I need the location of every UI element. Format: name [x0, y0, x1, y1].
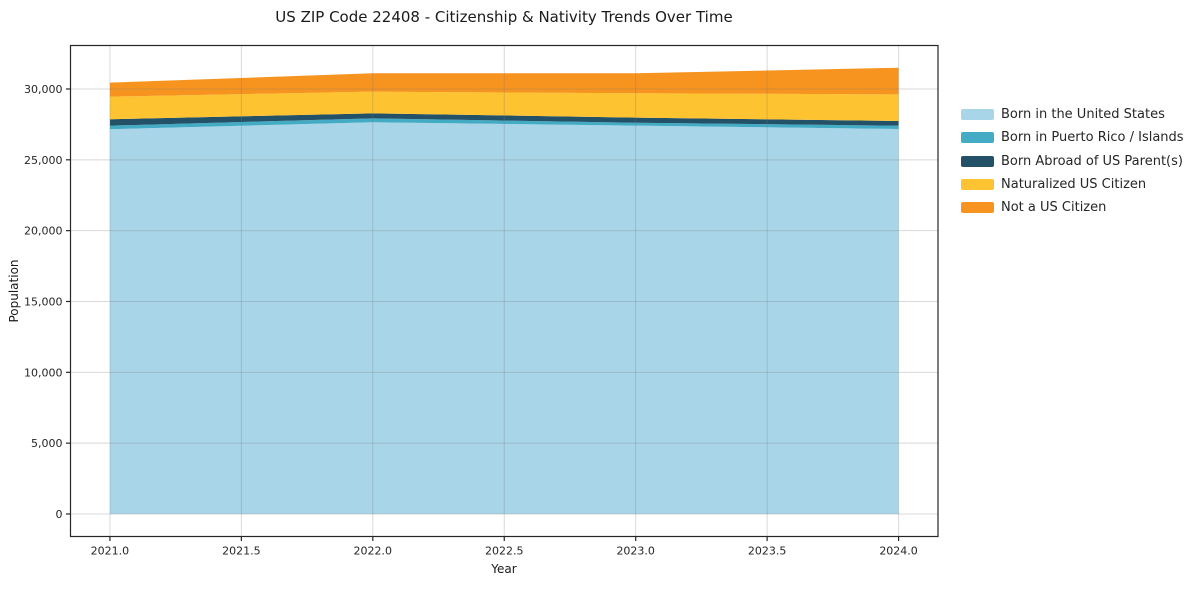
y-tick-label: 10,000 [24, 366, 63, 379]
legend-item-born-in-the-united-states: Born in the United States [961, 103, 1184, 126]
legend-item-naturalized-us-citizen: Naturalized US Citizen [961, 173, 1184, 196]
legend-swatch-born-in-the-united-states [961, 109, 994, 121]
legend-swatch-born-abroad-of-us-parents [961, 155, 994, 167]
legend-swatch-born-in-puerto-rico-islands [961, 132, 994, 144]
x-tick-label: 2021.5 [222, 545, 261, 558]
legend-label: Born in Puerto Rico / Islands [1001, 130, 1184, 146]
x-tick-label: 2022.0 [354, 545, 393, 558]
x-tick-label: 2023.0 [616, 545, 655, 558]
area-born-in-puerto-rico-islands [109, 118, 899, 130]
area-born-abroad-of-us-parent-s [109, 113, 899, 126]
y-tick-label: 25,000 [24, 154, 63, 167]
legend: Born in the United States Born in Puerto… [961, 103, 1184, 219]
x-tick-label: 2024.0 [879, 545, 918, 558]
legend-label: Naturalized US Citizen [1001, 177, 1147, 193]
y-tick-label: 15,000 [24, 295, 63, 308]
x-tick-label: 2023.5 [748, 545, 787, 558]
legend-label: Born Abroad of US Parent(s) [1001, 153, 1183, 169]
x-tick-label: 2021.0 [91, 545, 130, 558]
legend-swatch-naturalized-us-citizen [961, 179, 994, 191]
y-tick-label: 5,000 [31, 437, 63, 450]
area-naturalized-us-citizen [109, 91, 899, 122]
y-tick-label: 0 [56, 508, 63, 521]
legend-item-born-in-puerto-rico-islands: Born in Puerto Rico / Islands [961, 126, 1184, 149]
legend-label: Not a US Citizen [1001, 200, 1107, 216]
y-tick-label: 20,000 [24, 225, 63, 238]
area-born-in-the-united-states [109, 122, 899, 514]
legend-swatch-not-a-us-citizen [961, 202, 994, 214]
legend-label: Born in the United States [1001, 107, 1165, 123]
x-axis-label: Year [491, 562, 517, 576]
x-tick-label: 2022.5 [485, 545, 524, 558]
area-not-a-us-citizen [109, 67, 899, 97]
legend-item-born-abroad-of-us-parents: Born Abroad of US Parent(s) [961, 150, 1184, 173]
y-axis-label: Population [7, 259, 21, 323]
chart-title: US ZIP Code 22408 - Citizenship & Nativi… [275, 8, 733, 26]
y-tick-label: 30,000 [24, 83, 63, 96]
legend-item-not-a-us-citizen: Not a US Citizen [961, 196, 1184, 219]
